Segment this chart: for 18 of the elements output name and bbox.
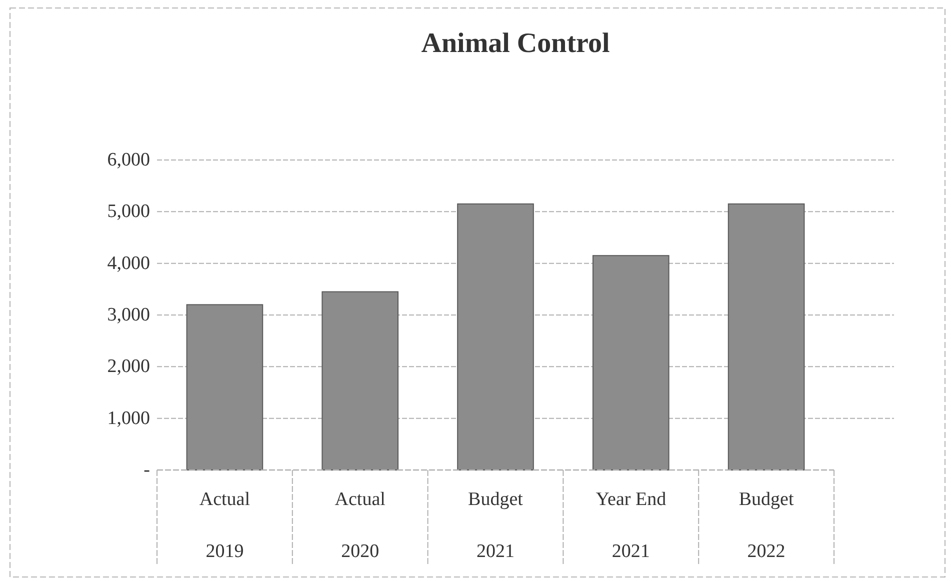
category-label: Year End 2021 — [596, 489, 666, 562]
category-label: Budget 2021 — [468, 489, 523, 562]
bar — [186, 304, 264, 470]
y-tick-label: 5,000 — [107, 201, 150, 222]
y-tick-label: 2,000 — [107, 356, 150, 378]
bar — [592, 255, 670, 470]
chart-title: Animal Control — [421, 28, 610, 59]
y-tick-label: 4,000 — [107, 252, 150, 274]
y-tick-label: 1,000 — [107, 408, 150, 429]
category-label: Actual 2020 — [334, 489, 386, 562]
category-label: Actual 2019 — [199, 489, 250, 562]
y-tick-label: - — [144, 460, 150, 480]
y-tick-label: 3,000 — [107, 304, 150, 326]
y-tick-label: 6,000 — [107, 150, 150, 170]
bar — [728, 203, 805, 470]
bar — [457, 203, 534, 470]
category-label: Budget 2022 — [738, 489, 794, 562]
bar — [322, 291, 399, 470]
